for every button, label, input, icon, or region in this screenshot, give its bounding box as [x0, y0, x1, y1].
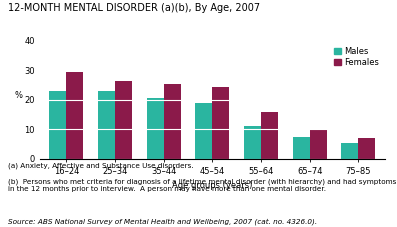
Bar: [212, 86, 229, 159]
Text: 12-MONTH MENTAL DISORDER (a)(b), By Age, 2007: 12-MONTH MENTAL DISORDER (a)(b), By Age,…: [8, 3, 260, 13]
X-axis label: Age groups (years): Age groups (years): [172, 181, 252, 190]
Bar: [115, 81, 132, 159]
Bar: [164, 84, 181, 159]
Bar: [261, 112, 278, 159]
Text: (a) Anxiety, Affective and Substance Use disorders.: (a) Anxiety, Affective and Substance Use…: [8, 162, 194, 169]
Text: Source: ABS National Survey of Mental Health and Wellbeing, 2007 (cat. no. 4326.: Source: ABS National Survey of Mental He…: [8, 218, 317, 225]
Bar: [66, 72, 83, 159]
Bar: [147, 98, 164, 159]
Bar: [341, 143, 358, 159]
Bar: [244, 126, 261, 159]
Bar: [293, 137, 310, 159]
Y-axis label: %: %: [15, 91, 23, 100]
Bar: [50, 91, 66, 159]
Legend: Males, Females: Males, Females: [332, 45, 381, 69]
Bar: [195, 103, 212, 159]
Text: (b)  Persons who met criteria for diagnosis of a lifetime mental disorder (with : (b) Persons who met criteria for diagnos…: [8, 178, 396, 192]
Bar: [98, 91, 115, 159]
Bar: [310, 129, 327, 159]
Bar: [358, 138, 375, 159]
